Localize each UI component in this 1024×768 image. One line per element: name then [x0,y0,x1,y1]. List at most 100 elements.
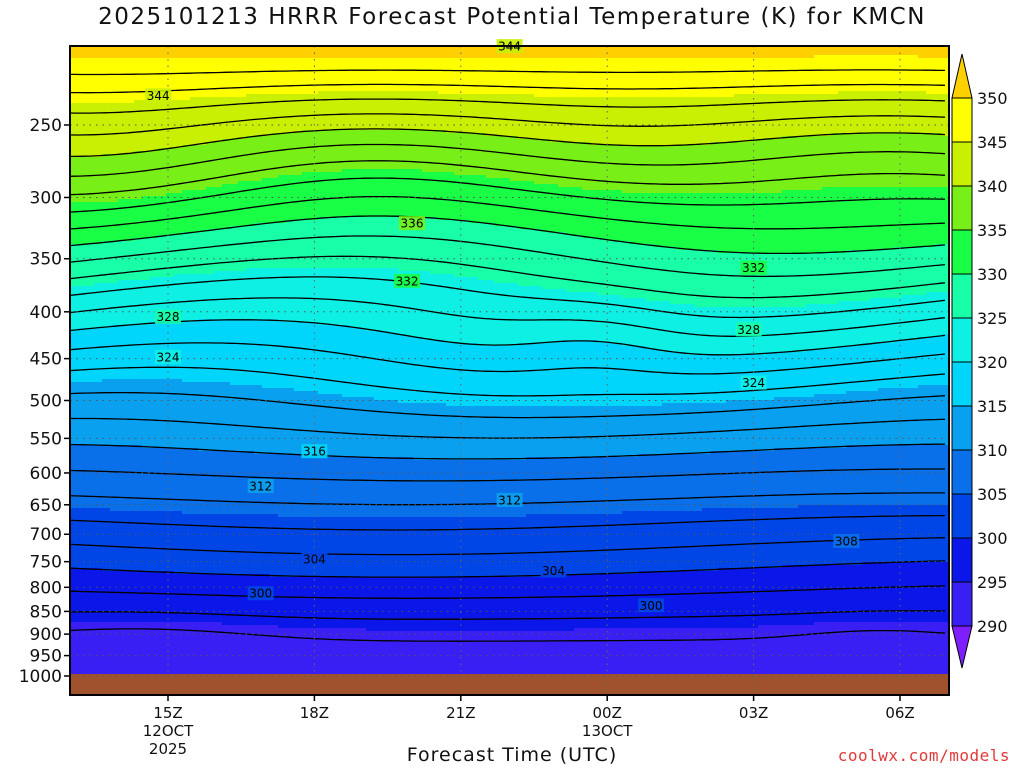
theta-fill-cell [158,400,167,404]
theta-fill-cell [126,499,135,503]
theta-fill-cell [198,538,207,542]
theta-fill-cell [94,361,103,365]
theta-fill-cell [142,538,151,542]
theta-fill-cell [198,520,207,524]
theta-fill-cell [214,382,223,386]
theta-fill-cell [182,469,191,473]
theta-fill-cell [134,157,143,161]
theta-fill-cell [78,346,87,350]
theta-fill-cell [182,430,191,434]
theta-fill-cell [166,481,175,485]
theta-fill-cell [182,670,191,674]
theta-fill-cell [70,166,79,170]
theta-fill-cell [182,388,191,392]
theta-fill-cell [142,400,151,404]
theta-fill-cell [126,214,135,218]
theta-fill-cell [198,79,207,83]
theta-fill-cell [174,106,183,110]
theta-fill-cell [70,478,79,482]
theta-fill-cell [78,127,87,131]
theta-fill-cell [70,472,79,476]
theta-fill-cell [198,622,207,626]
theta-fill-cell [166,550,175,554]
theta-fill-cell [142,628,151,632]
theta-fill-cell [214,340,223,344]
theta-fill-cell [118,121,127,125]
theta-fill-cell [150,532,159,536]
theta-fill-cell [70,130,79,134]
theta-fill-cell [190,265,199,269]
theta-fill-cell [182,559,191,563]
theta-fill-cell [86,622,95,626]
theta-fill-cell [126,538,135,542]
theta-fill-cell [94,418,103,422]
theta-fill-cell [78,523,87,527]
theta-fill-cell [94,394,103,398]
theta-fill-cell [190,358,199,362]
theta-fill-cell [86,268,95,272]
theta-fill-cell [134,217,143,221]
theta-fill-cell [166,574,175,578]
theta-fill-cell [158,577,167,581]
theta-fill-cell [158,187,167,191]
theta-fill-cell [110,595,119,599]
theta-fill-cell [166,262,175,266]
theta-fill-cell [214,118,223,122]
theta-fill-cell [134,385,143,389]
theta-fill-cell [174,388,183,392]
theta-fill-cell [182,538,191,542]
theta-fill-cell [214,277,223,281]
theta-fill-cell [174,343,183,347]
theta-fill-cell [198,634,207,638]
theta-fill-cell [198,583,207,587]
theta-fill-cell [190,160,199,164]
theta-fill-cell [190,457,199,461]
theta-fill-cell [174,487,183,491]
theta-fill-cell [198,316,207,320]
theta-fill-cell [86,124,95,128]
theta-fill-cell [110,106,119,110]
theta-fill-cell [182,214,191,218]
theta-fill-cell [86,322,95,326]
theta-fill-cell [110,619,119,623]
theta-fill-cell [198,586,207,590]
theta-fill-cell [78,76,87,80]
theta-fill-cell [94,97,103,101]
theta-fill-cell [110,76,119,80]
theta-fill-cell [110,313,119,317]
theta-fill-cell [166,49,175,53]
theta-fill-cell [182,514,191,518]
theta-fill-cell [78,556,87,560]
theta-fill-cell [102,112,111,116]
theta-fill-cell [158,85,167,89]
theta-fill-cell [150,601,159,605]
theta-fill-cell [174,160,183,164]
theta-fill-cell [94,583,103,587]
theta-fill-cell [102,295,111,299]
theta-fill-cell [70,85,79,89]
theta-fill-cell [86,373,95,377]
theta-fill-cell [190,655,199,659]
theta-fill-cell [166,307,175,311]
theta-fill-cell [206,583,215,587]
theta-fill-cell [158,274,167,278]
theta-fill-cell [142,250,151,254]
theta-fill-cell [94,271,103,275]
theta-fill-cell [150,406,159,410]
theta-fill-cell [94,181,103,185]
theta-fill-cell [142,73,151,77]
theta-fill-cell [158,616,167,620]
theta-fill-cell [142,574,151,578]
theta-fill-cell [174,541,183,545]
theta-fill-cell [134,364,143,368]
theta-fill-cell [118,565,127,569]
theta-fill-cell [126,421,135,425]
theta-fill-cell [190,220,199,224]
theta-fill-cell [70,340,79,344]
theta-fill-cell [182,241,191,245]
theta-fill-cell [70,622,79,626]
theta-fill-cell [182,631,191,635]
theta-fill-cell [86,94,95,98]
theta-fill-cell [134,307,143,311]
theta-fill-cell [206,169,215,173]
